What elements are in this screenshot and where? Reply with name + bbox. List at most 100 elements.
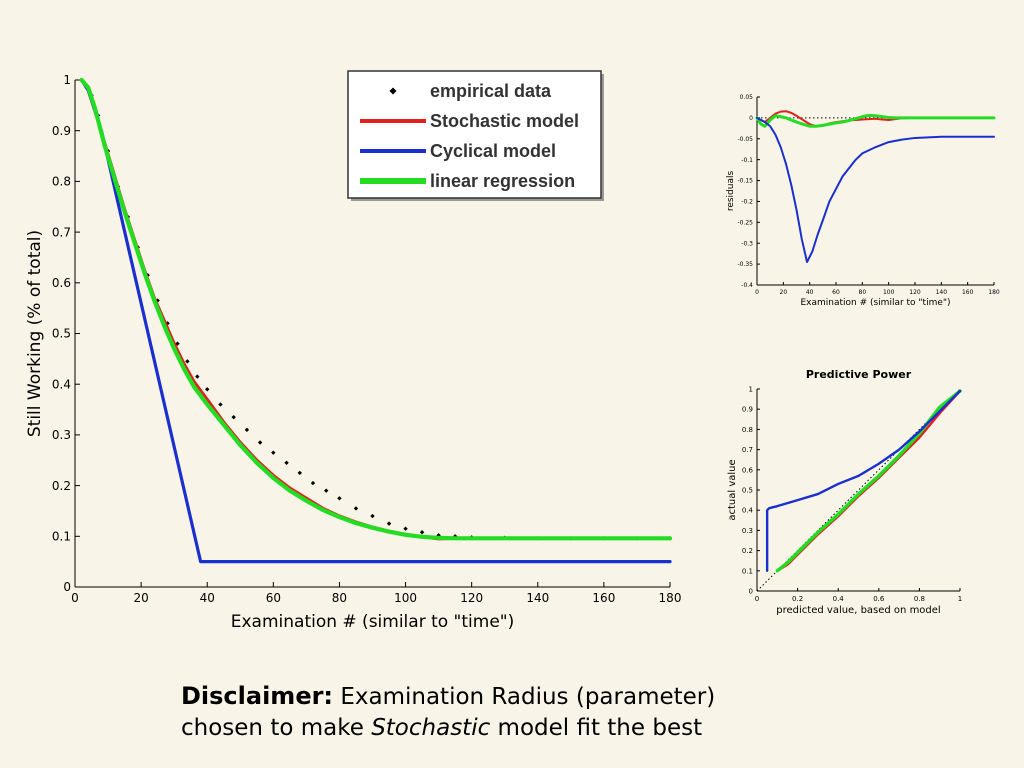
legend-frame (347, 70, 602, 199)
linear-regression-line (755, 113, 996, 128)
empirical-data-point (353, 506, 359, 511)
disclaimer-label: Disclaimer: (181, 682, 334, 710)
y-tick-label: 0.1 (742, 567, 753, 575)
y-tick-label: 0 (749, 587, 753, 595)
x-tick-label: 0 (755, 595, 759, 603)
y-tick-label: 0 (63, 580, 71, 594)
y-tick-label: -0.3 (741, 240, 753, 247)
legend-label-empirical-data: empirical data (430, 81, 552, 101)
disclaimer-line-2-italic: Stochastic (371, 715, 491, 741)
y-tick-label: 1 (63, 73, 71, 87)
legend: empirical data Stochastic model Cyclical m… (347, 70, 602, 199)
disclaimer-line-1: Disclaimer: Examination Radius (paramete… (181, 681, 901, 713)
empirical-data-point (310, 480, 316, 486)
x-tick-label: 0 (71, 591, 79, 605)
x-tick-label: 80 (332, 591, 347, 605)
empirical-data-point (284, 460, 289, 465)
y-tick-label: 0.5 (52, 327, 71, 341)
empirical-data-point (419, 530, 425, 535)
x-tick-label: 120 (460, 591, 483, 605)
empirical-data-point (271, 450, 276, 455)
y-tick-label: 0.8 (52, 175, 71, 189)
x-axis-label: Examination # (similar to "time") (800, 298, 950, 308)
y-tick-label: -0.15 (737, 178, 753, 185)
y-tick-label: 0.6 (742, 466, 754, 474)
x-tick-label: 0 (755, 289, 759, 296)
x-tick-label: 1 (958, 595, 962, 603)
empirical-data-point (185, 359, 190, 364)
empirical-data-point (370, 513, 375, 519)
disclaimer-line-2-start: chosen to make (181, 715, 372, 741)
predictive-power-chart: 0 0.2 0.4 0.6 0.8 1 0 0.1 0.2 0.3 0.4 0.5 0.6 0.7 0.8 0… (727, 368, 962, 616)
x-axis-label: Examination # (similar to "time") (231, 612, 515, 632)
y-tick-label: 0.3 (52, 428, 71, 442)
empirical-data-point (205, 387, 210, 392)
y-tick-label: 0.5 (742, 486, 753, 494)
disclaimer: Disclaimer: Examination Radius (paramete… (181, 681, 901, 744)
y-tick-label: 0.7 (742, 446, 753, 454)
x-tick-label: 160 (592, 591, 615, 605)
legend-marker-empirical (389, 87, 397, 95)
y-tick-label: -0.35 (737, 261, 753, 268)
y-tick-label: -0.4 (741, 282, 753, 289)
legend-label-cyclical-model: Cyclical model (430, 141, 556, 161)
y-tick-label: -0.25 (737, 219, 753, 226)
x-tick-label: 60 (832, 289, 840, 296)
x-tick-label: 140 (936, 289, 948, 296)
y-tick-label: 0.2 (742, 547, 753, 555)
x-tick-label: 120 (909, 289, 921, 296)
y-tick-label: 0.05 (740, 94, 754, 101)
x-tick-label: 20 (133, 591, 148, 605)
x-tick-label: 40 (200, 591, 215, 605)
empirical-data-point (244, 427, 250, 433)
legend-label-stochastic-model: Stochastic model (430, 111, 579, 131)
linear-regression-line (79, 77, 673, 541)
empirical-data-point (403, 526, 408, 531)
y-axis-label: residuals (726, 171, 736, 212)
empirical-data-point (297, 470, 302, 476)
y-tick-label: 0.7 (52, 225, 71, 239)
residuals-chart: 0 20 40 60 80 100 120 140 160 180 -0.4 -0.35 -0.3 -0.… (726, 94, 1000, 308)
x-tick-label: 0.2 (792, 595, 803, 603)
disclaimer-line-2-end: model fit the best (490, 715, 703, 741)
y-tick-label: 0 (749, 115, 753, 122)
y-tick-label: 0.2 (52, 479, 71, 493)
y-tick-label: -0.05 (737, 136, 753, 143)
y-tick-label: -0.1 (741, 157, 753, 164)
y-tick-label: 0.4 (742, 507, 754, 515)
y-axis-label: actual value (727, 459, 738, 520)
y-tick-label: 0.3 (742, 527, 753, 535)
x-axis-label: predicted value, based on model (776, 605, 940, 616)
chart-title: Predictive Power (806, 368, 912, 381)
x-tick-label: 20 (780, 289, 788, 296)
empirical-data-point (257, 440, 263, 445)
y-tick-label: 0.1 (52, 530, 71, 544)
disclaimer-line-1-text: Examination Radius (parameter) (333, 684, 716, 710)
y-tick-label: 0.9 (742, 406, 753, 414)
x-tick-label: 40 (806, 289, 814, 296)
cyclical-model-line (756, 116, 995, 264)
empirical-data-point (324, 488, 329, 493)
x-tick-label: 180 (659, 591, 682, 605)
x-tick-label: 100 (883, 289, 895, 296)
x-tick-label: 0.4 (833, 595, 845, 603)
y-tick-label: 0.8 (742, 426, 753, 434)
x-tick-label: 100 (394, 591, 417, 605)
legend-label-linear-regression: linear regression (430, 171, 575, 191)
x-tick-label: 60 (266, 591, 281, 605)
x-tick-label: 180 (988, 289, 1000, 296)
x-tick-label: 140 (526, 591, 549, 605)
x-tick-label: 160 (962, 289, 974, 296)
x-tick-label: 0.8 (914, 595, 925, 603)
empirical-data-point (386, 521, 392, 526)
y-tick-label: -0.2 (741, 199, 753, 206)
empirical-data-point (337, 496, 342, 501)
empirical-data-point (195, 374, 200, 379)
y-tick-label: 0.6 (52, 276, 71, 290)
y-tick-label: 0.9 (52, 124, 71, 138)
x-tick-label: 80 (859, 289, 867, 296)
y-tick-label: 0.4 (52, 377, 71, 391)
disclaimer-line-2: chosen to make Stochastic model fit the … (181, 713, 901, 744)
y-axis-label: Still Working (% of total) (25, 230, 45, 437)
main-chart: 0 20 40 60 80 100 120 140 160 180 0 0.1 0.2 0.3 0.4 0.5… (25, 70, 682, 632)
